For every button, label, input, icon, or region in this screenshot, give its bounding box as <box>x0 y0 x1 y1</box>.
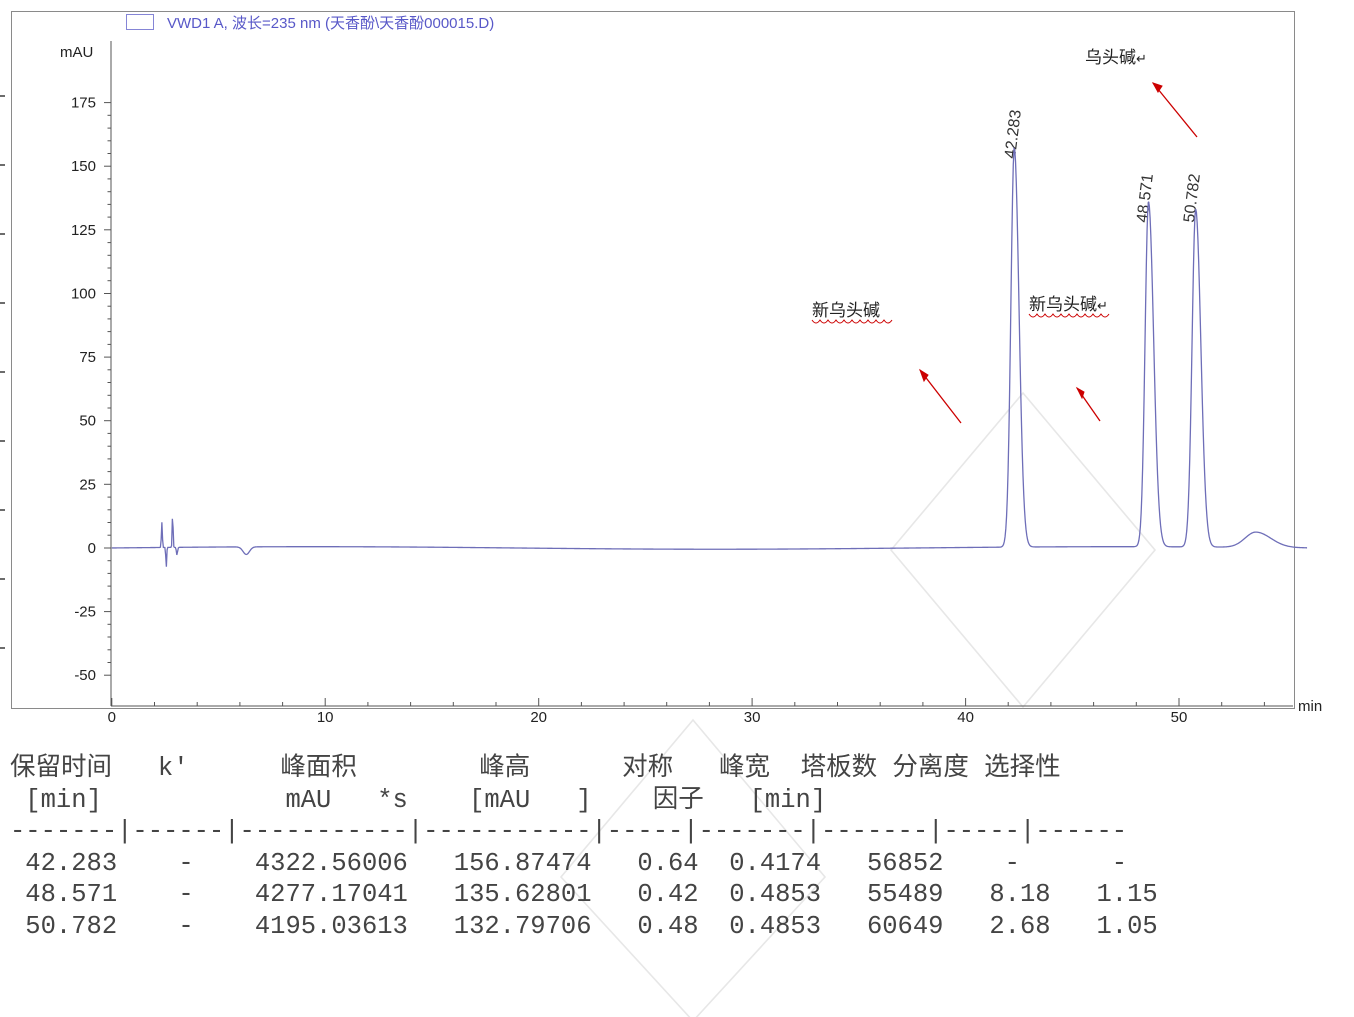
svg-text:-25: -25 <box>74 604 96 621</box>
svg-text:75: 75 <box>79 349 96 366</box>
svg-text:50: 50 <box>79 413 96 430</box>
svg-text:0: 0 <box>108 709 116 726</box>
svg-text:新乌头碱: 新乌头碱 <box>812 301 880 320</box>
svg-text:125: 125 <box>71 222 96 239</box>
svg-text:min: min <box>1298 698 1322 715</box>
svg-text:50.782: 50.782 <box>1181 173 1204 224</box>
svg-text:-50: -50 <box>74 667 96 684</box>
svg-text:mAU: mAU <box>60 44 93 61</box>
svg-text:40: 40 <box>957 709 974 726</box>
svg-text:25: 25 <box>79 476 96 493</box>
svg-text:10: 10 <box>317 709 334 726</box>
svg-text:0: 0 <box>88 540 96 557</box>
svg-text:150: 150 <box>71 158 96 175</box>
svg-text:20: 20 <box>530 709 547 726</box>
svg-text:50: 50 <box>1171 709 1188 726</box>
svg-text:100: 100 <box>71 286 96 303</box>
svg-text:30: 30 <box>744 709 761 726</box>
svg-text:48.571: 48.571 <box>1134 173 1157 224</box>
svg-text:175: 175 <box>71 95 96 112</box>
svg-text:乌头碱↵: 乌头碱↵ <box>1085 48 1147 67</box>
svg-text:新乌头碱↵: 新乌头碱↵ <box>1029 295 1108 314</box>
